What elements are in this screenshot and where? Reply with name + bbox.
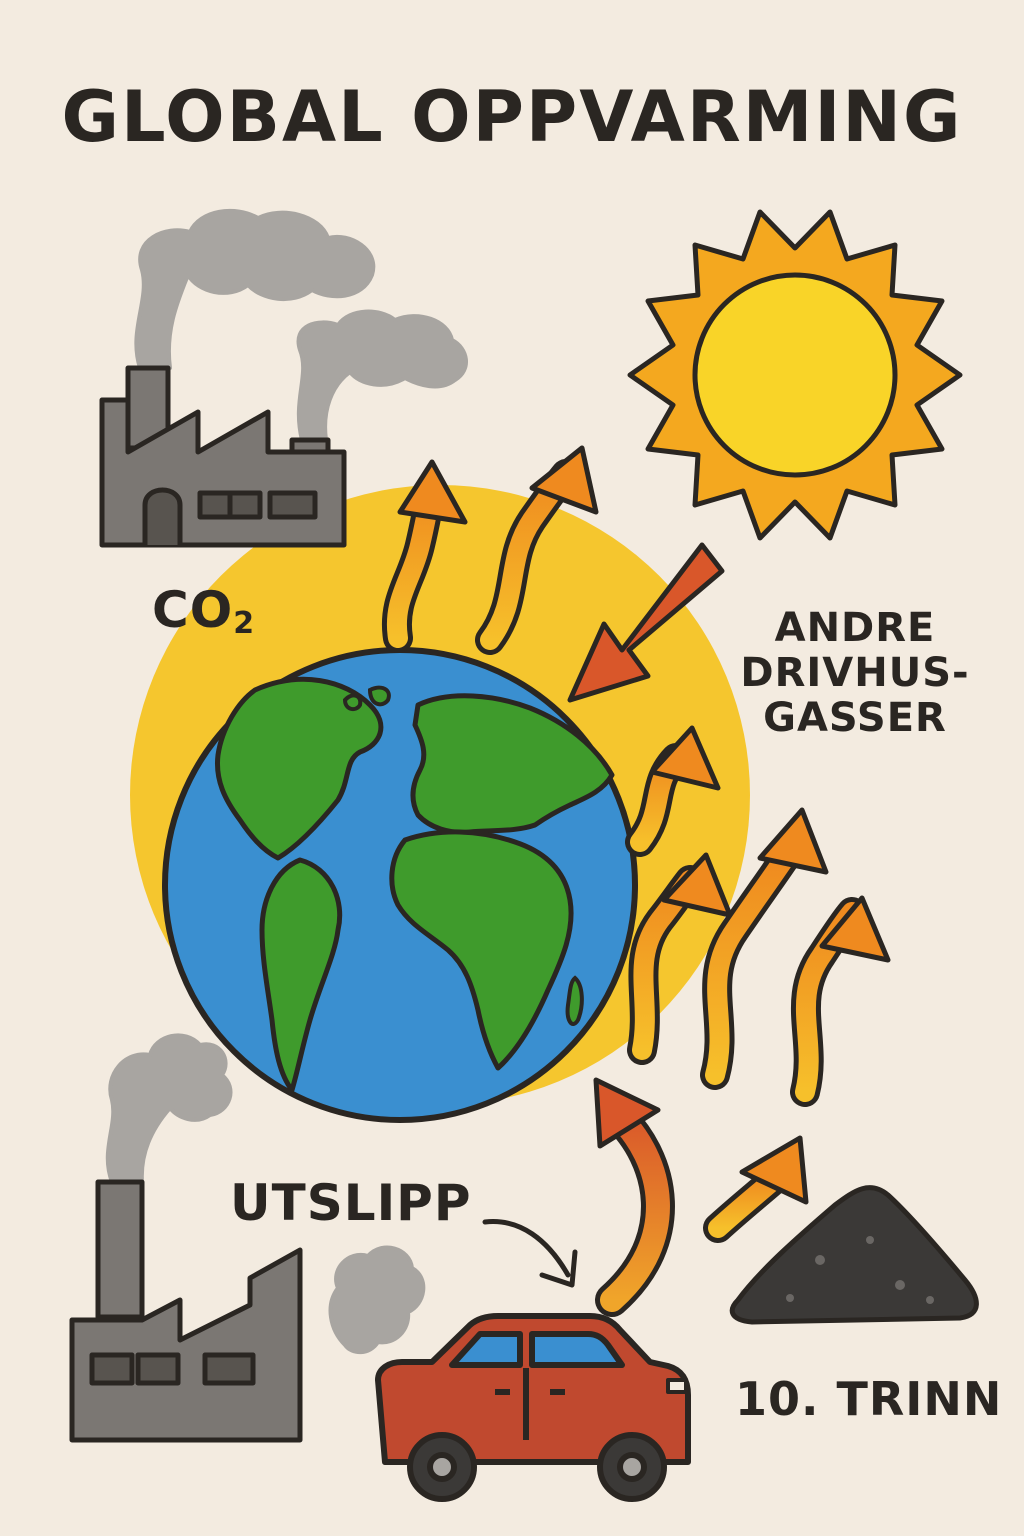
factory-icon (99, 365, 347, 548)
coal-pile-icon (729, 1185, 979, 1325)
earth-icon (162, 647, 638, 1123)
smoke-icon (134, 208, 468, 442)
other-greenhouse-gases-label: ANDRE DRIVHUS- GASSER (735, 606, 975, 740)
solar-ray-arrow (567, 542, 725, 703)
car-icon (375, 1313, 691, 1502)
other-gases-line-2: DRIVHUS- (740, 649, 970, 696)
emissions-label: UTSLIPP (230, 1174, 472, 1232)
heat-arrow-icon (381, 445, 891, 1317)
factory-icon (69, 1179, 303, 1443)
sun-icon (627, 209, 963, 541)
emissions-pointer-arrow (482, 1219, 578, 1288)
co2-label: CO2 (152, 582, 255, 641)
page-title: GLOBAL OPPVARMING (61, 76, 963, 158)
co2-label-main: CO (152, 581, 234, 639)
other-gases-line-1: ANDRE (774, 605, 936, 651)
other-gases-line-3: GASSER (763, 694, 947, 741)
grade-label: 10. TRINN (735, 1372, 1003, 1426)
smoke-icon (105, 1033, 426, 1355)
co2-label-subscript: 2 (233, 606, 256, 641)
